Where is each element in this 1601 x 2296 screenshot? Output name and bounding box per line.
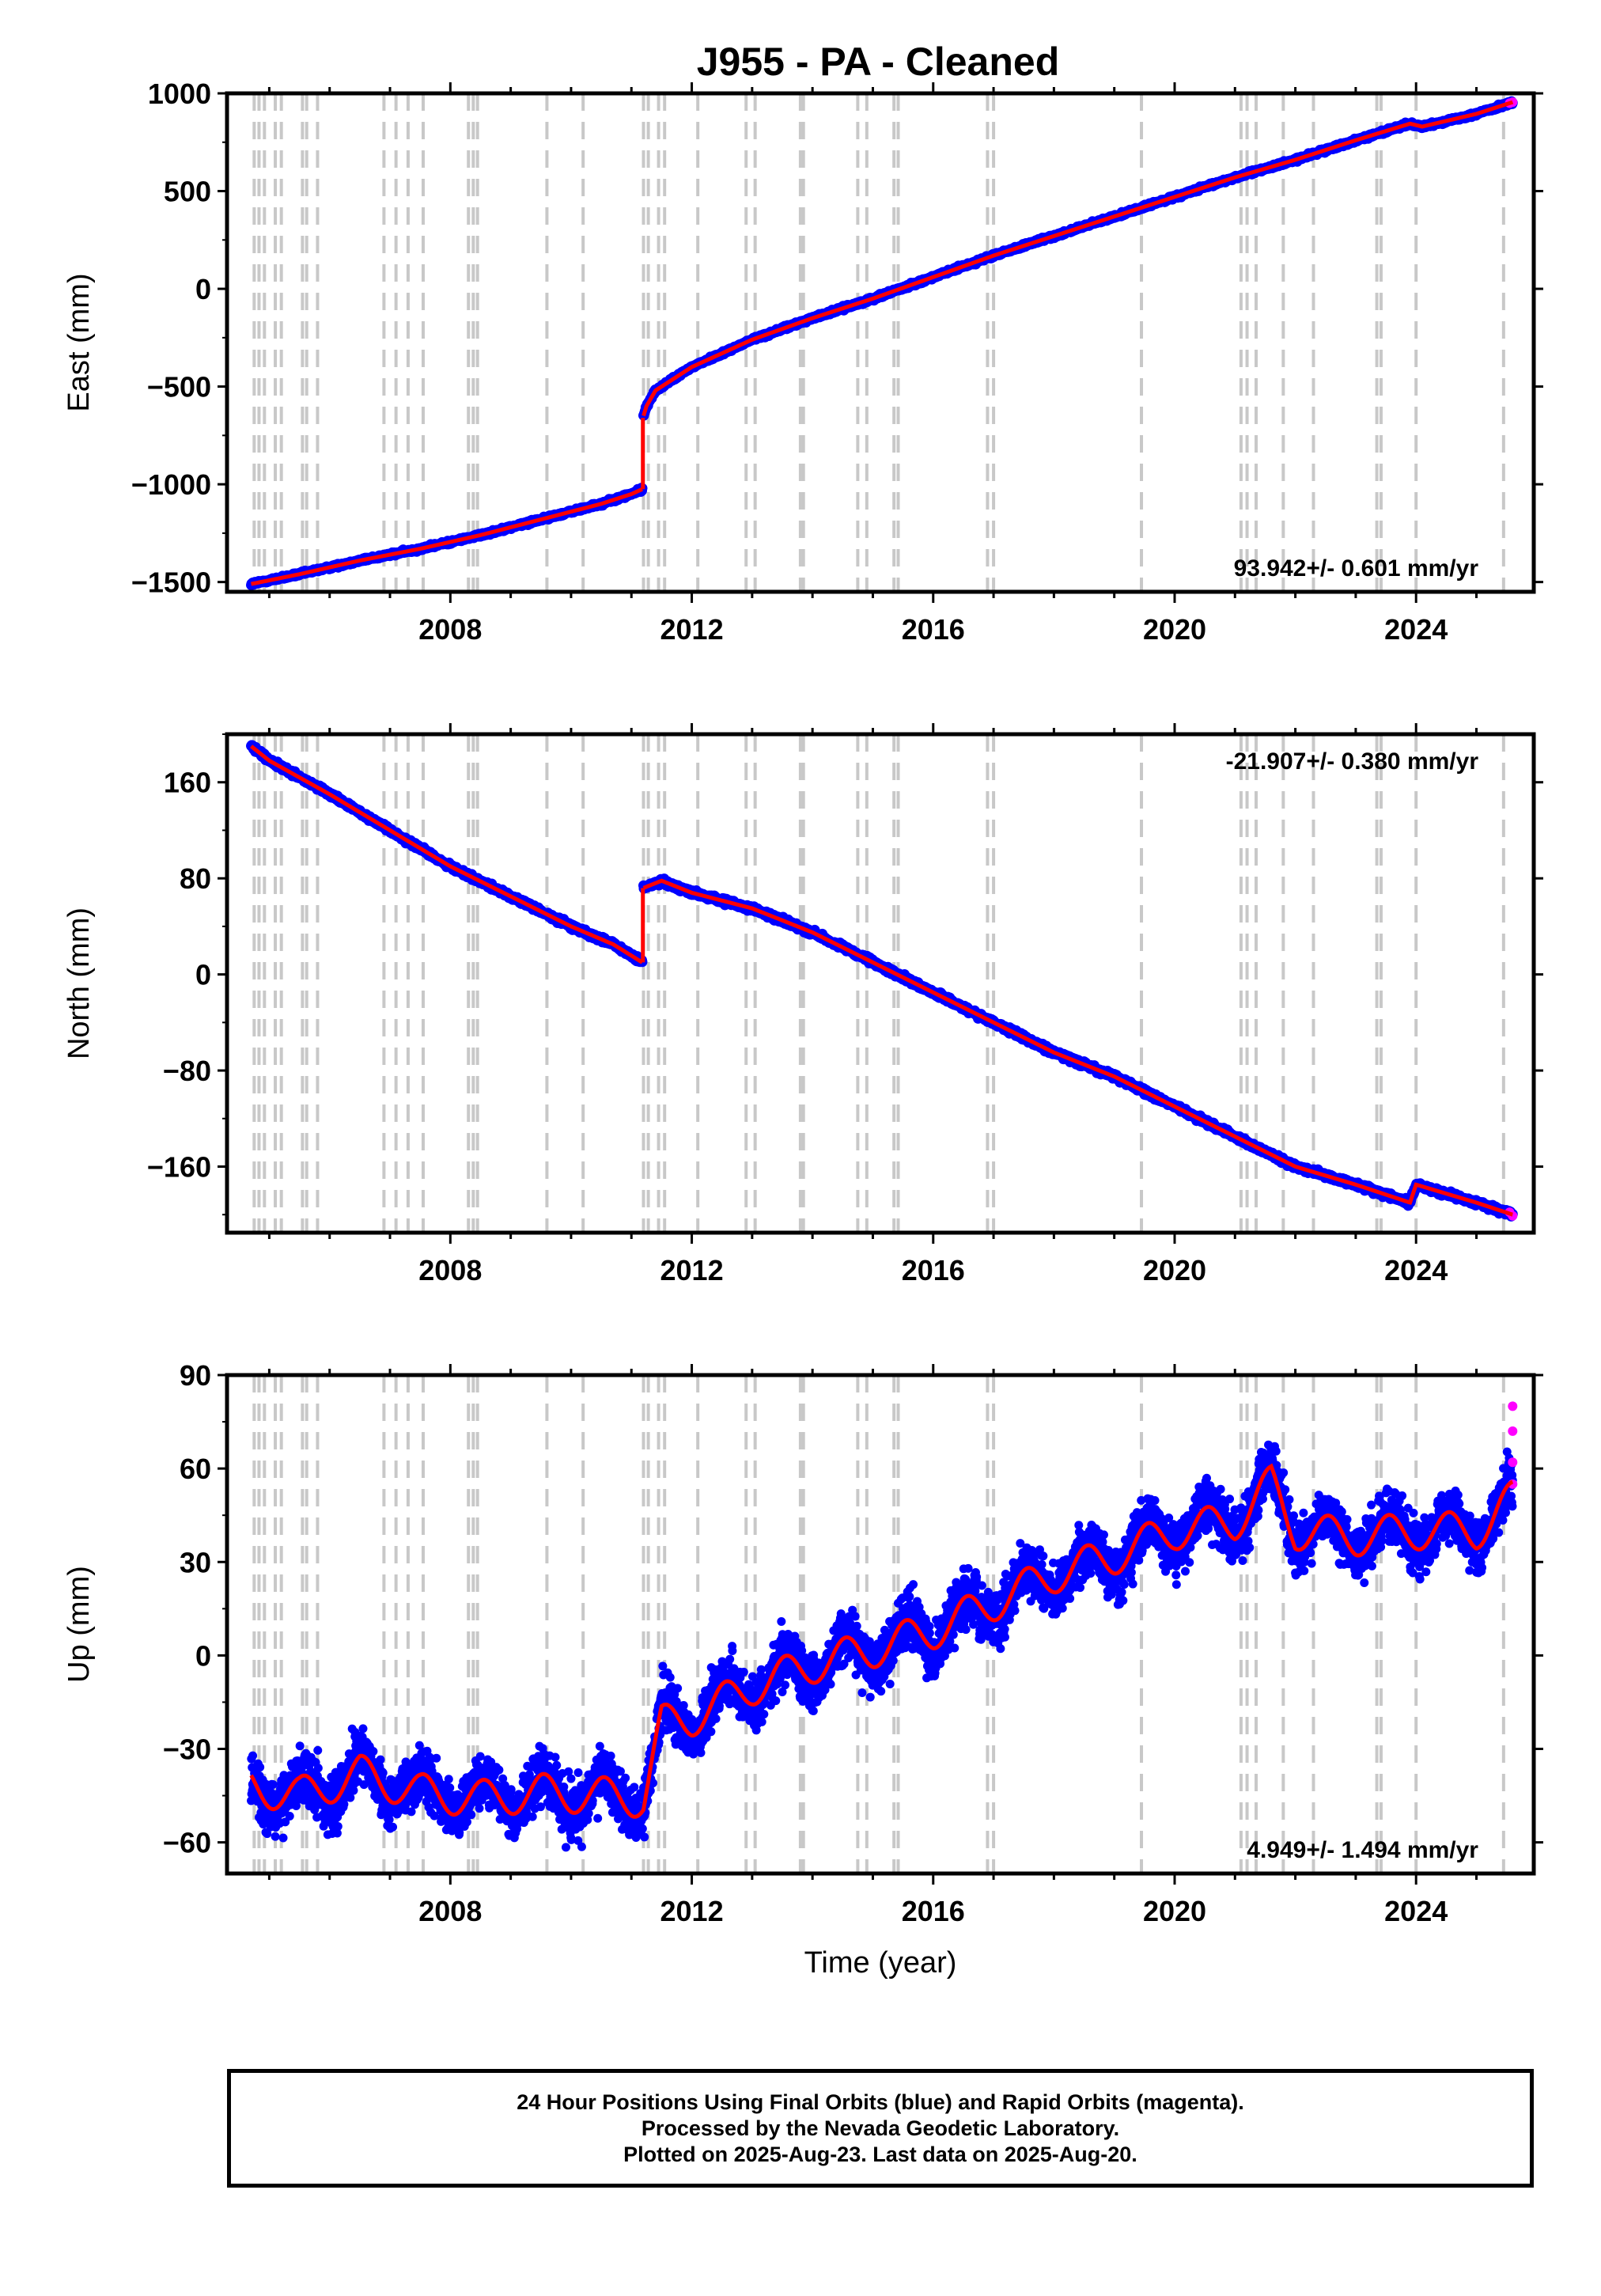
- model-line-east: [251, 100, 1514, 586]
- panel-east: −1500 −1000 −500 0 500 1000 2008 2012 2016 2020 20…: [62, 78, 1543, 646]
- plot-frame-east: [225, 91, 1536, 594]
- y-axis-label: East (mm): [62, 273, 96, 411]
- y-tick-label: −1000: [131, 468, 211, 501]
- data-points-north: [246, 740, 1518, 1222]
- event-lines-north: [252, 734, 1505, 1233]
- y-tick-label: 500: [164, 176, 211, 208]
- x-tick-label: 2020: [1143, 613, 1206, 646]
- y-tick-label: −1500: [131, 566, 211, 599]
- y-tick-label: 0: [195, 273, 211, 305]
- model-line-segment: [642, 100, 1514, 417]
- y-tick-label: 1000: [148, 78, 211, 110]
- x-tick-label: 2024: [1384, 613, 1448, 646]
- x-tick-label: 2012: [660, 613, 724, 646]
- x-tick-label: 2008: [418, 613, 482, 646]
- velocity-rate-label: 93.942+/- 0.601 mm/yr: [1234, 555, 1479, 582]
- y-tick-label: −500: [147, 371, 211, 404]
- event-lines-east: [252, 93, 1505, 592]
- data-points-east: [246, 96, 1518, 591]
- chart-title: J955 - PA - Cleaned: [697, 40, 1060, 84]
- x-tick-label: 2016: [902, 613, 965, 646]
